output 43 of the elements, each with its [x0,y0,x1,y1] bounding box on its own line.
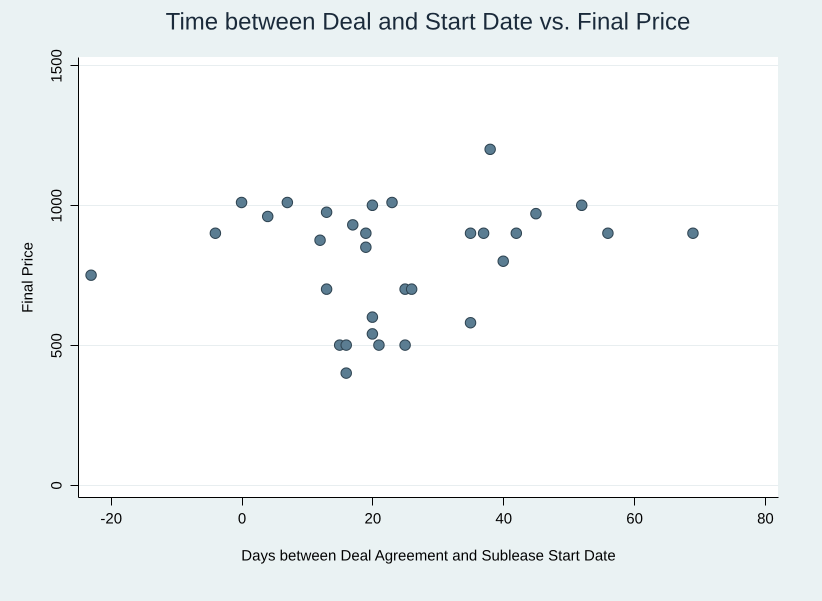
y-tick-label: 1000 [48,189,66,222]
point [320,206,332,218]
point [399,339,411,351]
x-tick-label: 40 [495,510,512,528]
x-tick-label: 0 [238,510,246,528]
point [282,196,294,208]
y-axis-title: Final Price [20,242,36,313]
y-tick-label: 500 [48,333,66,358]
point [366,328,378,340]
point [510,227,522,239]
point [602,227,614,239]
point [373,339,385,351]
point [366,200,378,211]
point [320,283,332,295]
point [366,311,378,323]
point [262,210,274,222]
y-tick-label: 0 [48,481,66,490]
point [340,339,352,351]
point [386,196,398,208]
y-tick-label: 1500 [48,49,66,83]
point [85,269,97,281]
point [236,196,248,208]
point [360,241,372,253]
point [464,227,476,239]
point [340,367,352,379]
point [484,144,496,156]
point [530,208,542,220]
x-tick-label: 20 [364,510,382,528]
chart-title: Time between Deal and Start Date vs. Final Price [166,8,690,36]
point [406,283,418,295]
x-tick-label: -20 [100,510,122,528]
point [576,200,588,211]
point [464,317,476,328]
point [478,227,490,239]
point [360,227,372,239]
point [314,234,326,246]
point [210,227,222,239]
x-tick-label: 80 [757,510,774,528]
x-tick-label: 60 [626,510,643,528]
point [687,227,699,239]
point [497,255,509,267]
point [347,219,359,231]
x-axis-title: Days between Deal Agreement and Sublease Start Date [241,548,616,564]
